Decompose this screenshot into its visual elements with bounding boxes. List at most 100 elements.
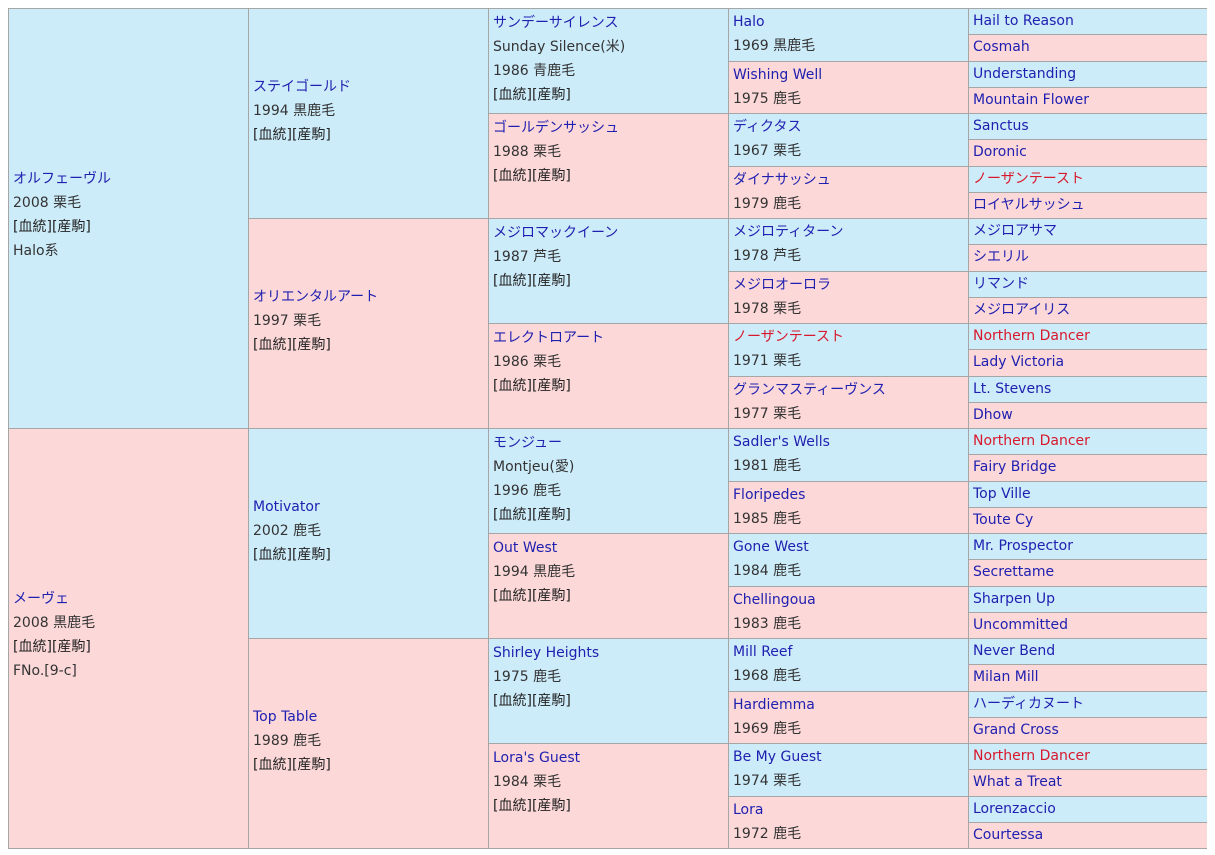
- horse-name-link[interactable]: ハーディカヌート: [973, 696, 1085, 712]
- horse-name-link[interactable]: Northern Dancer: [973, 433, 1090, 449]
- horse-name-link[interactable]: オルフェーヴル: [13, 171, 111, 187]
- offspring-link[interactable]: 産駒: [537, 273, 566, 289]
- pedigree-link[interactable]: 血統: [498, 87, 527, 103]
- horse-name-link[interactable]: Halo: [733, 14, 765, 30]
- horse-name-link[interactable]: メジロマックイーン: [493, 225, 619, 241]
- horse-name-link[interactable]: Shirley Heights: [493, 645, 600, 661]
- horse-name-link[interactable]: Fairy Bridge: [973, 459, 1057, 475]
- pedigree-link[interactable]: 血統: [258, 757, 287, 773]
- horse-name-link[interactable]: Floripedes: [733, 487, 806, 503]
- horse-name-link[interactable]: Toute Cy: [973, 512, 1034, 528]
- horse-name-link[interactable]: Northern Dancer: [973, 748, 1090, 764]
- horse-name-link[interactable]: メーヴェ: [13, 591, 69, 607]
- horse-name-link[interactable]: Gone West: [733, 539, 809, 555]
- horse-name-link[interactable]: Cosmah: [973, 39, 1030, 55]
- horse-name-link[interactable]: ステイゴールド: [253, 79, 351, 95]
- horse-name-link[interactable]: グランマスティーヴンス: [733, 382, 886, 398]
- offspring-link[interactable]: 産駒: [57, 219, 86, 235]
- horse-name-link[interactable]: Top Ville: [973, 486, 1031, 502]
- horse-name-link[interactable]: Mr. Prospector: [973, 538, 1073, 554]
- pedigree-link[interactable]: 血統: [498, 273, 527, 289]
- horse-name-link[interactable]: Lorenzaccio: [973, 801, 1056, 817]
- horse-name-link[interactable]: Hail to Reason: [973, 13, 1074, 29]
- horse-name-link[interactable]: リマンド: [973, 276, 1029, 292]
- horse-name-link[interactable]: ゴールデンサッシュ: [493, 120, 619, 136]
- link-group: [血統][産駒]: [493, 689, 728, 713]
- horse-name-link[interactable]: メジロティターン: [733, 224, 844, 240]
- ancestor-cell-3: メジロマックイーン 1987 芦毛 [血統][産駒]: [489, 219, 728, 323]
- pedigree-link[interactable]: 血統: [18, 639, 47, 655]
- pedigree-link[interactable]: 血統: [498, 378, 527, 394]
- pedigree-link[interactable]: 血統: [498, 693, 527, 709]
- pedigree-link[interactable]: 血統: [258, 127, 287, 143]
- offspring-link[interactable]: 産駒: [297, 547, 326, 563]
- horse-name-link[interactable]: ディクタス: [733, 119, 802, 135]
- horse-name-link[interactable]: Top Table: [253, 709, 318, 725]
- horse-name-link[interactable]: What a Treat: [973, 774, 1062, 790]
- bracket-close: ]: [325, 547, 331, 563]
- horse-name-link[interactable]: メジロオーロラ: [733, 277, 831, 293]
- ancestor-cell-3: エレクトロアート 1986 栗毛 [血統][産駒]: [489, 324, 728, 428]
- horse-name-link[interactable]: エレクトロアート: [493, 330, 605, 346]
- offspring-link[interactable]: 産駒: [537, 693, 566, 709]
- horse-name-link[interactable]: ノーザンテースト: [733, 329, 845, 345]
- bracket-close: ]: [85, 639, 91, 655]
- horse-name-link[interactable]: Lt. Stevens: [973, 381, 1052, 397]
- horse-name-link[interactable]: Courtessa: [973, 827, 1044, 843]
- pedigree-link[interactable]: 血統: [18, 219, 47, 235]
- horse-name-link[interactable]: ダイナサッシュ: [733, 172, 831, 188]
- horse-name-link[interactable]: Grand Cross: [973, 722, 1059, 738]
- horse-name-link[interactable]: Understanding: [973, 66, 1077, 82]
- horse-name-link[interactable]: モンジュー: [493, 435, 563, 451]
- horse-name-link[interactable]: Never Bend: [973, 643, 1056, 659]
- horse-year-color: 1987 芦毛: [493, 249, 562, 265]
- horse-name-link[interactable]: Sadler's Wells: [733, 434, 830, 450]
- pedigree-link[interactable]: 血統: [498, 798, 527, 814]
- horse-name-link[interactable]: Mountain Flower: [973, 92, 1089, 108]
- offspring-link[interactable]: 産駒: [537, 87, 566, 103]
- offspring-link[interactable]: 産駒: [537, 168, 566, 184]
- horse-name-link[interactable]: Motivator: [253, 499, 320, 515]
- bracket-close: ]: [325, 337, 331, 353]
- horse-name-link[interactable]: Be My Guest: [733, 749, 822, 765]
- horse-name-link[interactable]: Lora: [733, 802, 764, 818]
- horse-name-link[interactable]: Mill Reef: [733, 644, 793, 660]
- offspring-link[interactable]: 産駒: [537, 588, 566, 604]
- horse-name-link[interactable]: Northern Dancer: [973, 328, 1090, 344]
- horse-name-link[interactable]: Lora's Guest: [493, 750, 581, 766]
- offspring-link[interactable]: 産駒: [537, 378, 566, 394]
- horse-name-link[interactable]: シエリル: [973, 249, 1029, 265]
- horse-name-link[interactable]: Lady Victoria: [973, 354, 1065, 370]
- bracket-close: ]: [526, 588, 532, 604]
- horse-name-link[interactable]: Dhow: [973, 407, 1013, 423]
- pedigree-link[interactable]: 血統: [258, 337, 287, 353]
- horse-name-link[interactable]: Uncommitted: [973, 617, 1069, 633]
- horse-name-link[interactable]: Doronic: [973, 144, 1027, 160]
- offspring-link[interactable]: 産駒: [297, 337, 326, 353]
- horse-name-link[interactable]: Chellingoua: [733, 592, 816, 608]
- horse-name-link[interactable]: Milan Mill: [973, 669, 1039, 685]
- offspring-link[interactable]: 産駒: [537, 798, 566, 814]
- horse-name-link[interactable]: メジロアサマ: [973, 223, 1057, 239]
- horse-name-link[interactable]: オリエンタルアート: [253, 289, 379, 305]
- horse-name-link[interactable]: サンデーサイレンス: [493, 15, 619, 31]
- horse-name-link[interactable]: Hardiemma: [733, 697, 815, 713]
- horse-name-link[interactable]: Sharpen Up: [973, 591, 1056, 607]
- pedigree-link[interactable]: 血統: [258, 547, 287, 563]
- ancestor-cell-5: What a Treat: [969, 770, 1207, 796]
- offspring-link[interactable]: 産駒: [297, 757, 326, 773]
- horse-name-link[interactable]: Wishing Well: [733, 67, 823, 83]
- horse-name-link[interactable]: ノーザンテースト: [973, 171, 1085, 187]
- pedigree-link[interactable]: 血統: [498, 168, 527, 184]
- horse-name-link[interactable]: ロイヤルサッシュ: [973, 197, 1085, 213]
- horse-name-link[interactable]: Sanctus: [973, 118, 1029, 134]
- pedigree-link[interactable]: 血統: [498, 507, 527, 523]
- offspring-link[interactable]: 産駒: [57, 639, 86, 655]
- horse-name-link[interactable]: メジロアイリス: [973, 302, 1071, 318]
- pedigree-link[interactable]: 血統: [498, 588, 527, 604]
- offspring-link[interactable]: 産駒: [537, 507, 566, 523]
- horse-name-link[interactable]: Out West: [493, 540, 558, 556]
- horse-year-color: 2002 鹿毛: [253, 523, 322, 539]
- horse-name-link[interactable]: Secrettame: [973, 564, 1055, 580]
- offspring-link[interactable]: 産駒: [297, 127, 326, 143]
